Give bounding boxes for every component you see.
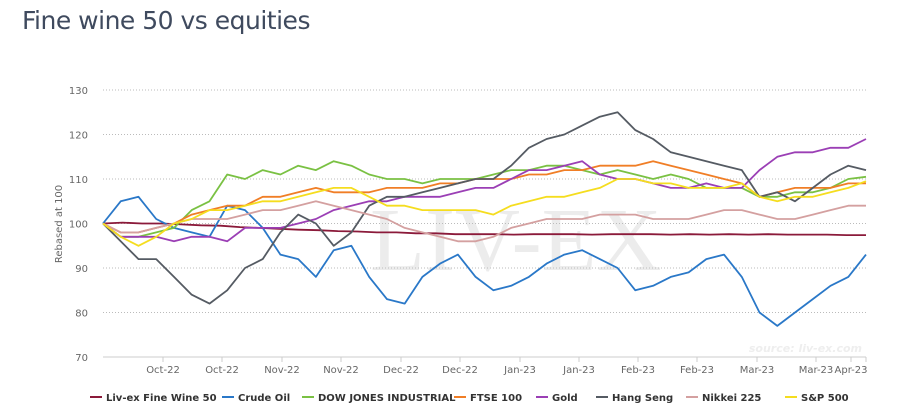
series-line-s-p-500[interactable] [102, 178, 867, 247]
legend-label: Liv-ex Fine Wine 50 [106, 393, 217, 404]
y-tick-label: 130 [69, 86, 88, 97]
series-line-nikkei-225[interactable] [102, 200, 866, 243]
x-tick-label: Oct-22 [146, 365, 180, 376]
y-tick-label: 70 [75, 353, 88, 364]
y-tick-label: 80 [75, 309, 88, 320]
x-tick-label: Mar-23 [740, 365, 775, 376]
source-credit: source: liv-ex.com [749, 342, 862, 355]
x-tick-label: Feb-23 [680, 365, 714, 376]
y-tick-label: 120 [69, 131, 88, 142]
legend-label: S&P 500 [801, 393, 849, 404]
watermark: LIV-EX [370, 191, 662, 290]
legend-item-gold[interactable]: Gold [536, 393, 578, 404]
legend-item-ftse-100[interactable]: FTSE 100 [454, 393, 522, 404]
x-tick-label: Dec-22 [383, 365, 419, 376]
legend-item-nikkei-225[interactable]: Nikkei 225 [686, 393, 761, 404]
x-tick-label: Jan-23 [503, 365, 536, 376]
series-line-liv-ex-fine-wine-50[interactable] [102, 221, 866, 237]
x-tick-label: Nov-22 [323, 365, 359, 376]
legend-label: Crude Oil [238, 393, 290, 404]
legend-label: DOW JONES INDUSTRIAL [318, 393, 456, 404]
x-tick-label: Mar-23 [799, 365, 834, 376]
x-tick-label: Oct-22 [205, 365, 239, 376]
y-axis-label: Rebased at 100 [54, 185, 65, 263]
legend-item-hang-seng[interactable]: Hang Seng [596, 393, 673, 404]
x-tick-label: Jan-23 [562, 365, 595, 376]
legend-label: Gold [552, 393, 578, 404]
legend-item-crude-oil[interactable]: Crude Oil [222, 393, 290, 404]
x-tick-label: Nov-22 [264, 365, 300, 376]
y-tick-label: 90 [75, 264, 88, 275]
page-title: Fine wine 50 vs equities [22, 6, 310, 35]
series-line-hang-seng[interactable] [102, 111, 867, 305]
legend-label: FTSE 100 [470, 393, 522, 404]
legend-item-dow-jones-industrial[interactable]: DOW JONES INDUSTRIAL [302, 393, 456, 404]
x-tick-label: Feb-23 [621, 365, 655, 376]
y-tick-label: 100 [69, 220, 88, 231]
y-tick-label: 110 [69, 175, 88, 186]
legend-item-s-p-500[interactable]: S&P 500 [785, 393, 849, 404]
series-line-gold[interactable] [102, 138, 867, 243]
legend-item-liv-ex-fine-wine-50[interactable]: Liv-ex Fine Wine 50 [90, 393, 217, 404]
legend-label: Nikkei 225 [702, 393, 761, 404]
x-tick-label: Apr-23 [835, 365, 868, 376]
x-tick-label: Dec-22 [442, 365, 478, 376]
legend-label: Hang Seng [612, 393, 673, 404]
